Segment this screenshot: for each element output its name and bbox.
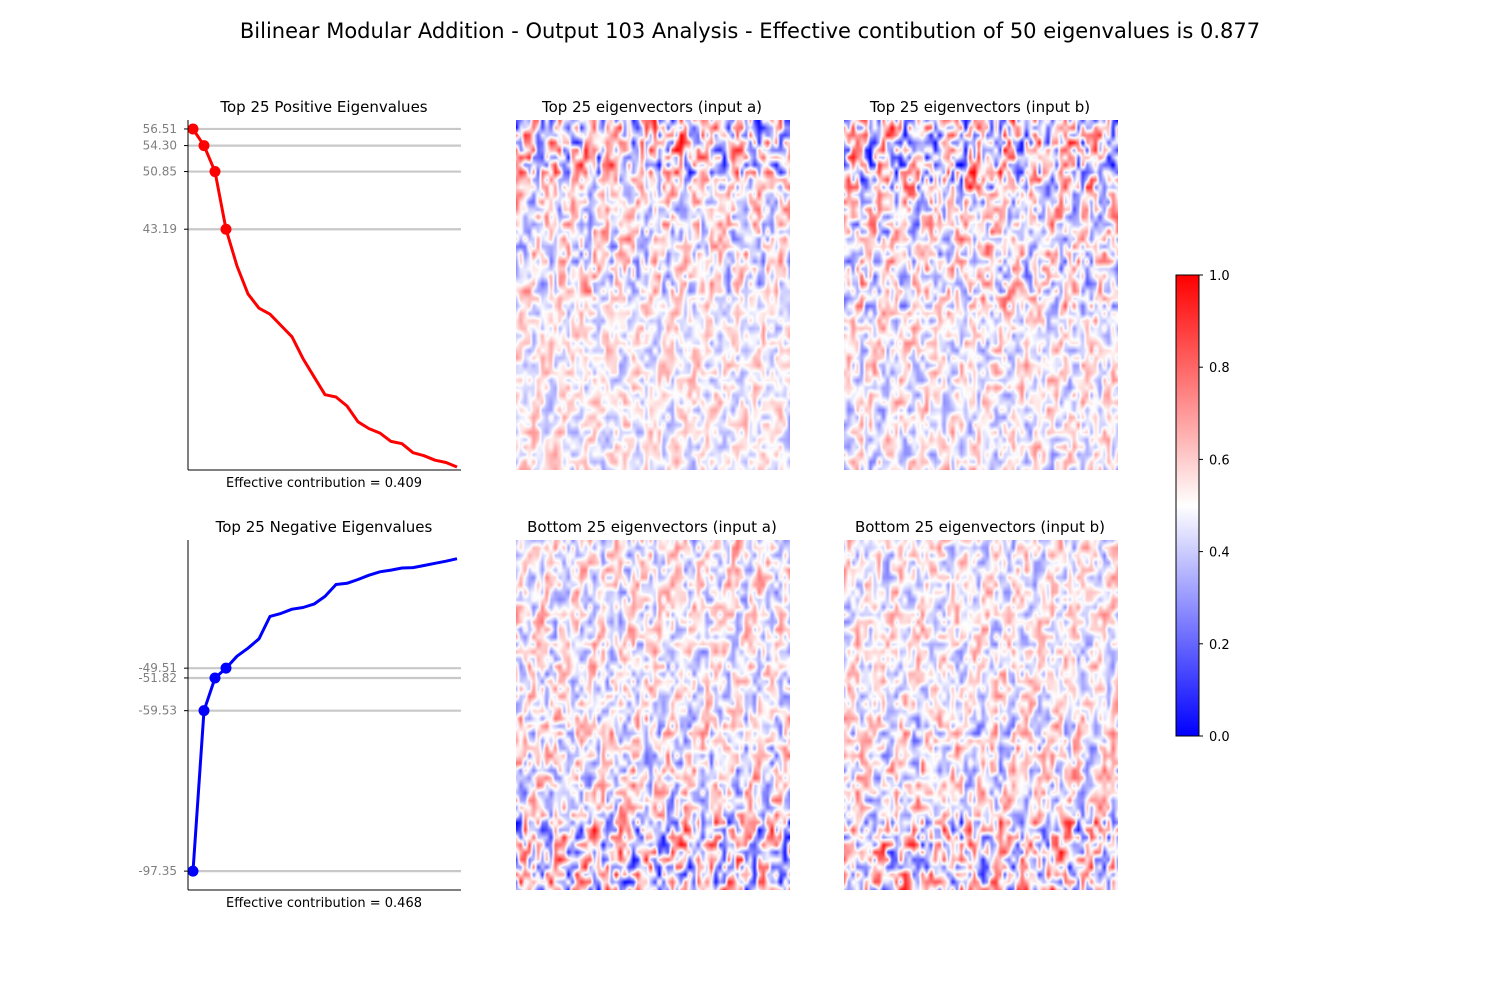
colorbar: 0.0 0.2 0.4 0.6 0.8 1.0 <box>1175 269 1230 745</box>
positive-eigenvalues-panel: Top 25 Positive Eigenvalues 56.51 54.30 50… <box>143 98 461 491</box>
negative-contribution-label: Effective contribution = 0.468 <box>226 896 422 911</box>
positive-tick-labels: 56.51 54.30 50.85 43.19 <box>143 122 188 236</box>
colorbar-tick-label: 0.6 <box>1209 453 1230 468</box>
pos-tick-label: 56.51 <box>143 122 177 136</box>
neg-highlight-marker <box>220 662 232 674</box>
neg-tick-label: -97.35 <box>138 864 177 878</box>
colorbar-ticks: 0.0 0.2 0.4 0.6 0.8 1.0 <box>1199 269 1230 745</box>
negative-tick-labels: -49.51-51.82 -59.53 -97.35 <box>138 661 188 878</box>
positive-highlight-markers <box>187 123 232 235</box>
colorbar-gradient <box>1175 274 1200 737</box>
pos-tick-label: 50.85 <box>143 165 177 179</box>
heatmap-top-input-b-title: Top 25 eigenvectors (input b) <box>869 98 1090 116</box>
figure-title: Bilinear Modular Addition - Output 103 A… <box>240 19 1260 43</box>
heatmap-bottom-input-a-panel: Bottom 25 eigenvectors (input a) <box>516 518 790 890</box>
pos-highlight-marker <box>209 166 221 178</box>
colorbar-tick-label: 0.8 <box>1209 361 1230 376</box>
heatmap-bottom-input-a-title: Bottom 25 eigenvectors (input a) <box>527 518 777 536</box>
heatmap-bottom-input-b-panel: Bottom 25 eigenvectors (input b) <box>844 518 1118 890</box>
positive-contribution-label: Effective contribution = 0.409 <box>226 476 422 491</box>
heatmap-top-input-b <box>844 120 1118 470</box>
heatmap-top-input-a <box>516 120 790 470</box>
colorbar-tick-label: 0.2 <box>1209 638 1230 653</box>
pos-highlight-marker <box>220 223 232 235</box>
neg-tick-label: -49.51 <box>138 661 177 675</box>
heatmap-bottom-input-b-title: Bottom 25 eigenvectors (input b) <box>855 518 1105 536</box>
negative-guide-lines <box>188 667 461 873</box>
pos-highlight-marker <box>198 140 210 152</box>
neg-tick-label: -51.82 <box>138 671 177 685</box>
heatmap-bottom-input-a <box>516 540 790 890</box>
neg-highlight-marker <box>209 672 221 684</box>
heatmap-top-input-a-title: Top 25 eigenvectors (input a) <box>541 98 762 116</box>
pos-highlight-marker <box>187 123 199 135</box>
colorbar-tick-label: 1.0 <box>1209 269 1230 284</box>
heatmap-top-input-a-panel: Top 25 eigenvectors (input a) <box>516 98 790 470</box>
pos-tick-label: 43.19 <box>143 222 177 236</box>
positive-guide-lines <box>188 127 461 231</box>
negative-highlight-markers <box>187 662 232 877</box>
neg-tick-label: -59.53 <box>138 704 177 718</box>
negative-eigenvalue-line <box>191 557 458 872</box>
negative-eigenvalues-panel: Top 25 Negative Eigenvalues -49.51-51.82… <box>138 518 461 911</box>
heatmap-bottom-input-b <box>844 540 1118 890</box>
pos-tick-label: 54.30 <box>143 139 177 153</box>
negative-eigenvalues-title: Top 25 Negative Eigenvalues <box>215 518 433 536</box>
neg-highlight-marker <box>198 705 210 717</box>
colorbar-tick-label: 0.0 <box>1209 730 1230 745</box>
heatmap-top-input-b-panel: Top 25 eigenvectors (input b) <box>844 98 1118 470</box>
neg-highlight-marker <box>187 865 199 877</box>
positive-eigenvalues-title: Top 25 Positive Eigenvalues <box>219 98 427 116</box>
positive-eigenvalue-line <box>191 128 458 469</box>
colorbar-tick-label: 0.4 <box>1209 546 1230 561</box>
